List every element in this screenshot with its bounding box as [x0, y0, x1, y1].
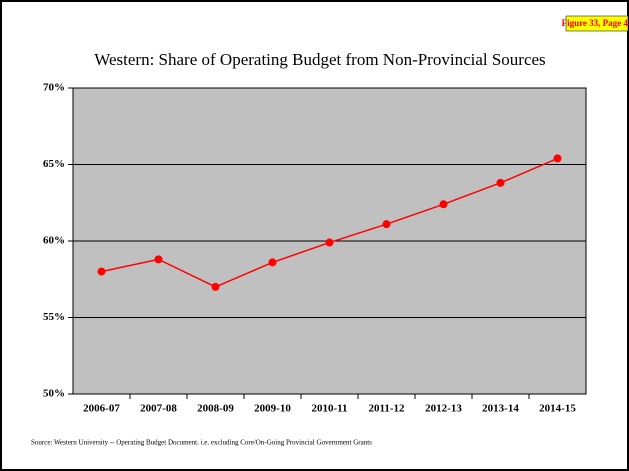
note-box: [565, 15, 629, 32]
y-tick-label: 65%: [43, 158, 65, 170]
chart-title: Western: Share of Operating Budget from …: [94, 50, 545, 69]
marker: [154, 255, 163, 264]
x-tick-label: 2013-14: [482, 403, 519, 415]
x-tick-label: 2011-12: [368, 403, 405, 415]
y-tick-label: 70%: [43, 82, 65, 94]
marker: [268, 258, 277, 267]
x-tick-label: 2012-13: [425, 403, 462, 415]
marker: [496, 178, 505, 187]
marker: [97, 267, 106, 276]
x-tick-label: 2008-09: [197, 403, 234, 415]
y-tick-label: 60%: [43, 235, 65, 247]
marker: [382, 220, 391, 229]
x-tick-label: 2007-08: [140, 403, 177, 415]
marker: [439, 200, 448, 209]
x-tick-label: 2014-15: [539, 403, 576, 415]
x-tick-label: 2009-10: [254, 403, 291, 415]
y-tick-label: 50%: [43, 388, 65, 400]
x-tick-label: 2006-07: [83, 403, 120, 415]
y-tick-label: 55%: [43, 311, 65, 323]
marker: [325, 238, 334, 247]
marker: [553, 154, 562, 163]
marker: [211, 282, 220, 291]
source: Source: Western University -- Operating …: [31, 439, 372, 447]
note: Figure 33, Page 41: [562, 18, 629, 28]
x-tick-label: 2010-11: [311, 403, 347, 415]
